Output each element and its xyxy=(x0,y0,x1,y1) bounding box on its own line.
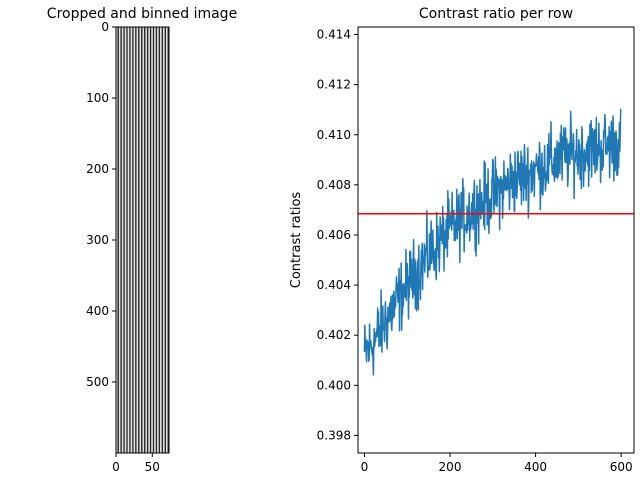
image-column xyxy=(136,27,139,453)
image-column xyxy=(118,27,121,453)
image-y-ticks: 0 100 200 300 400 500 xyxy=(86,20,116,389)
image-column xyxy=(124,27,127,453)
image-column xyxy=(120,27,122,453)
contrast-plot-frame xyxy=(357,26,635,454)
contrast-plot-area xyxy=(358,108,634,376)
image-column xyxy=(143,27,146,453)
image-column xyxy=(148,27,150,453)
y-tick-label: 0.410 xyxy=(317,128,351,142)
image-panel: Cropped and binned image 0 100 200 300 400 50… xyxy=(47,6,237,474)
image-column xyxy=(163,27,165,453)
image-column xyxy=(135,27,137,453)
contrast-x-ticks: 0 200 400 600 xyxy=(361,453,633,474)
image-column xyxy=(123,27,125,453)
image-panel-title: Cropped and binned image xyxy=(47,6,237,22)
image-column xyxy=(146,27,149,453)
binned-image xyxy=(116,27,170,453)
image-column xyxy=(157,27,159,453)
contrast-y-axis-label: Contrast ratios xyxy=(289,192,304,289)
y-tick-label: 0.400 xyxy=(317,378,351,392)
image-column xyxy=(152,27,155,453)
y-tick-label: 0.414 xyxy=(317,28,351,42)
image-column xyxy=(166,27,168,453)
x-tick-label: 400 xyxy=(524,460,547,474)
image-column xyxy=(167,27,170,453)
image-column xyxy=(129,27,131,453)
y-tick-label: 0 xyxy=(101,20,109,34)
y-tick-label: 0.408 xyxy=(317,178,351,192)
image-column xyxy=(155,27,158,453)
x-tick-label: 0 xyxy=(112,460,120,474)
contrast-panel-title: Contrast ratio per row xyxy=(419,6,573,22)
image-column xyxy=(121,27,124,453)
image-column xyxy=(116,27,118,453)
image-column xyxy=(160,27,162,453)
image-column xyxy=(154,27,156,453)
image-column xyxy=(141,27,143,453)
image-column xyxy=(158,27,161,453)
image-x-ticks: 0 50 xyxy=(112,453,160,474)
y-tick-label: 200 xyxy=(86,162,109,176)
image-column xyxy=(142,27,145,453)
y-tick-label: 300 xyxy=(86,233,109,247)
image-column xyxy=(126,27,128,453)
image-column xyxy=(164,27,167,453)
y-tick-label: 100 xyxy=(86,91,109,105)
image-column xyxy=(132,27,134,453)
image-column xyxy=(145,27,147,453)
x-tick-label: 50 xyxy=(145,460,160,474)
y-tick-label: 500 xyxy=(86,375,109,389)
image-column xyxy=(133,27,136,453)
contrast-y-ticks: 0.398 0.400 0.402 0.404 0.406 0.408 0.410 0.412… xyxy=(317,28,358,442)
image-column xyxy=(161,27,164,453)
image-column xyxy=(117,27,119,453)
contrast-series-line xyxy=(363,108,622,376)
x-tick-label: 600 xyxy=(610,460,633,474)
x-tick-label: 200 xyxy=(439,460,462,474)
image-column xyxy=(138,27,140,453)
y-tick-label: 0.404 xyxy=(317,278,351,292)
image-column xyxy=(151,27,153,453)
image-column xyxy=(130,27,133,453)
y-tick-label: 0.412 xyxy=(317,78,351,92)
image-column xyxy=(139,27,142,453)
y-tick-label: 400 xyxy=(86,304,109,318)
y-tick-label: 0.406 xyxy=(317,228,351,242)
contrast-panel: Contrast ratio per row Contrast ratios 0… xyxy=(289,6,635,474)
y-tick-label: 0.402 xyxy=(317,328,351,342)
x-tick-label: 0 xyxy=(361,460,369,474)
image-column xyxy=(127,27,130,453)
y-tick-label: 0.398 xyxy=(317,428,351,442)
image-column xyxy=(149,27,152,453)
